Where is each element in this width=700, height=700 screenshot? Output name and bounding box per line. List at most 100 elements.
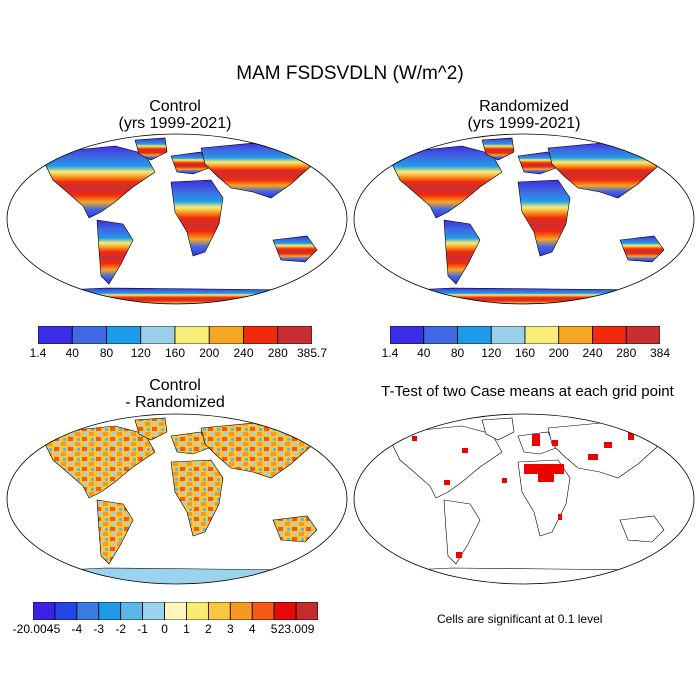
colorbar-swatch [120,602,144,620]
south-america-shape [443,219,481,285]
colorbar-swatch [524,326,560,344]
colorbar-tick-label: 5 [270,622,278,636]
australia-shape [619,235,665,263]
colorbar-tick-label: 200 [548,346,569,360]
colorbar-swatch [277,326,312,344]
continents-ttest [366,417,683,584]
colorbar-tick-label: 1 [183,622,190,636]
colorbar-control-labels: 1.4 40 80 120 160 200 240 280 385.7 [30,346,327,362]
europe-shape [517,151,557,175]
colorbar-difference-labels: -20.004 -5 -4 -3 -2 -1 0 1 2 3 4 5 23.009 [13,622,318,638]
colorbar-tick-label: 4 [248,622,256,636]
colorbar-swatch [164,602,187,620]
map-ttest [353,413,695,585]
colorbar-tick-label: 280 [616,346,637,360]
colorbar-swatch [490,326,526,344]
colorbar-tick-label: 240 [582,346,603,360]
colorbar-tick-label: 280 [267,346,288,360]
colorbar-tick-label: 40 [65,346,79,360]
ttest-note: Cells are significant at 0.1 level [437,612,603,626]
panel-title-difference: Control - Randomized [25,377,325,411]
colorbar-swatch [295,602,318,620]
colorbar-tick-label: 2 [205,622,212,636]
colorbar-randomized [390,326,660,344]
australia-shape [619,515,665,543]
colorbar-swatch [558,326,593,344]
colorbar-tick-label: -3 [93,622,105,636]
north-america-shape [42,145,156,219]
colorbar-swatch [208,326,244,344]
colorbar-tick-label: 120 [481,346,502,360]
map-border [353,133,695,305]
colorbar-swatch [390,326,425,344]
colorbar-swatch [207,602,231,620]
colorbar-swatch [251,602,275,620]
colorbar-swatch [273,602,297,620]
panel-title-ttest: T-Test of two Case means at each grid po… [355,383,700,400]
colorbar-control [38,326,312,344]
continents-control [19,137,336,304]
colorbar-tick-label: 3 [226,622,234,636]
colorbar-swatch [33,602,56,620]
colorbar-tick-label: 240 [233,346,254,360]
map-border [6,413,348,585]
colorbar-tick-label: 1.4 [381,346,399,360]
colorbar-tick-label: 80 [450,346,465,360]
colorbar-swatch [625,326,660,344]
panel-title-control: Control (yrs 1999-2021) [25,98,325,132]
panel-title-ttest-line1: T-Test of two Case means at each grid po… [381,383,674,400]
south-america-shape [96,219,134,285]
colorbar-swatch [592,326,627,344]
colorbar-swatch [98,602,122,620]
colorbar-tick-label: 1.4 [29,346,47,360]
map-randomized [353,133,695,305]
colorbar-tick-label: -20.004 [12,622,54,636]
colorbar-tick-label: -1 [137,622,148,636]
panel-title-difference-line2: - Randomized [125,394,225,411]
colorbar-tick-label: 0 [161,622,168,636]
north-america-shape [389,145,503,219]
map-difference [6,413,348,585]
colorbar-swatch [174,326,210,344]
colorbar-swatch [76,602,100,620]
map-border [353,413,695,585]
colorbar-swatch [186,602,209,620]
greenland-shape [481,137,515,161]
colorbar-swatch [106,326,142,344]
africa-shape [170,179,224,257]
colorbar-tick-label: 385.7 [296,346,328,360]
colorbar-tick-label: -5 [49,622,61,636]
africa-shape [517,179,571,257]
continents-difference [19,417,336,584]
colorbar-tick-label: 160 [164,346,186,360]
colorbar-swatch [140,326,176,344]
map-border [6,133,348,305]
greenland-shape [481,417,515,441]
europe-shape [170,151,210,175]
figure-title: MAM FSDSVDLN (W/m^2) [236,63,464,84]
panel-title-randomized-line1: Randomized [479,98,569,115]
colorbar-tick-label: 40 [417,346,431,360]
europe-shape [170,431,210,455]
panel-title-difference-line1: Control [149,377,201,394]
colorbar-swatch [54,602,78,620]
colorbar-swatch [457,326,492,344]
colorbar-randomized-labels: 1.4 40 80 120 160 200 240 280 384 [382,346,670,362]
colorbar-tick-label: 384 [649,346,671,360]
colorbar-difference [33,602,318,620]
map-control [6,133,348,305]
south-america-shape [96,499,134,565]
north-america-shape [389,425,503,499]
panel-title-control-line2: (yrs 1999-2021) [118,115,232,132]
continents-randomized [366,137,683,304]
colorbar-tick-label: 120 [130,346,151,360]
colorbar-tick-label: 23.009 [277,622,315,636]
colorbar-tick-label: 160 [514,346,536,360]
colorbar-tick-label: 200 [199,346,220,360]
colorbar-tick-label: -2 [115,622,127,636]
panel-title-randomized-line2: (yrs 1999-2021) [467,115,581,132]
africa-shape [170,459,224,537]
australia-shape [272,515,318,543]
greenland-shape [134,137,168,161]
north-america-shape [42,425,156,499]
